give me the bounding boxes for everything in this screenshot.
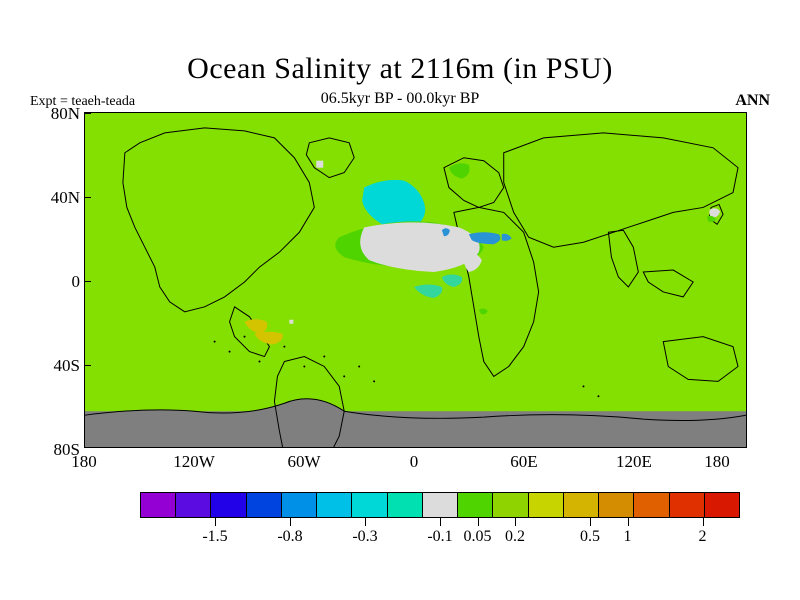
colorbar-label-2: -0.3 xyxy=(352,528,377,546)
colorbar-tick-1 xyxy=(290,518,291,526)
colorbar-label-0: -1.5 xyxy=(202,528,227,546)
colorbar-segment-6 xyxy=(352,493,387,517)
colorbar-label-7: 1 xyxy=(624,528,632,546)
colorbar-tick-labels: -1.5 -0.8 -0.3 -0.1 0.05 0.2 0.5 1 2 xyxy=(140,526,740,548)
colorbar-segment-2 xyxy=(211,493,246,517)
x-axis-label-180e: 180 xyxy=(687,452,747,472)
colorbar-tick-5 xyxy=(515,518,516,526)
colorbar-tick-2 xyxy=(365,518,366,526)
colorbar-segment-11 xyxy=(529,493,564,517)
x-axis-label-180w: 180 xyxy=(54,452,114,472)
x-axis-label-60e: 60E xyxy=(494,452,554,472)
page-title: Ocean Salinity at 2116m (in PSU) xyxy=(0,52,800,86)
y-axis-label-40n: 40N xyxy=(30,188,80,208)
colorbar-label-8: 2 xyxy=(699,528,707,546)
colorbar-segment-0 xyxy=(141,493,176,517)
colorbar-label-1: -0.8 xyxy=(277,528,302,546)
x-axis-label-0: 0 xyxy=(384,452,444,472)
salinity-map-window: { "title": "Ocean Salinity at 2116m (in … xyxy=(0,0,800,600)
colorbar-segment-4 xyxy=(282,493,317,517)
colorbar-label-5: 0.2 xyxy=(505,528,525,546)
colorbar-tick-0 xyxy=(215,518,216,526)
colorbar-tick-3 xyxy=(440,518,441,526)
colorbar-label-4: 0.05 xyxy=(464,528,492,546)
x-axis-label-120e: 120E xyxy=(604,452,664,472)
colorbar-segment-8 xyxy=(423,493,458,517)
colorbar-segment-14 xyxy=(634,493,669,517)
colorbar-segment-13 xyxy=(599,493,634,517)
colorbar-tick-8 xyxy=(703,518,704,526)
colorbar-segment-12 xyxy=(564,493,599,517)
colorbar-segment-3 xyxy=(247,493,282,517)
y-axis-label-80n: 80N xyxy=(30,104,80,124)
colorbar-label-3: -0.1 xyxy=(427,528,452,546)
y-axis-label-40s: 40S xyxy=(30,356,80,376)
y-axis-label-0: 0 xyxy=(30,272,80,292)
colorbar-segment-16 xyxy=(705,493,739,517)
colorbar-gradient xyxy=(140,492,740,518)
ann-label: ANN xyxy=(735,92,770,110)
world-map xyxy=(84,112,747,448)
colorbar-tick-6 xyxy=(590,518,591,526)
colorbar-tick-7 xyxy=(628,518,629,526)
colorbar-ticks xyxy=(140,518,740,526)
colorbar-segment-9 xyxy=(458,493,493,517)
colorbar-legend: -1.5 -0.8 -0.3 -0.1 0.05 0.2 0.5 1 2 xyxy=(140,492,740,548)
colorbar-segment-1 xyxy=(176,493,211,517)
colorbar-segment-10 xyxy=(493,493,528,517)
x-axis-label-60w: 60W xyxy=(274,452,334,472)
colorbar-segment-5 xyxy=(317,493,352,517)
colorbar-segment-15 xyxy=(670,493,705,517)
colorbar-tick-4 xyxy=(478,518,479,526)
x-axis-label-120w: 120W xyxy=(164,452,224,472)
colorbar-segment-7 xyxy=(388,493,423,517)
colorbar-label-6: 0.5 xyxy=(580,528,600,546)
